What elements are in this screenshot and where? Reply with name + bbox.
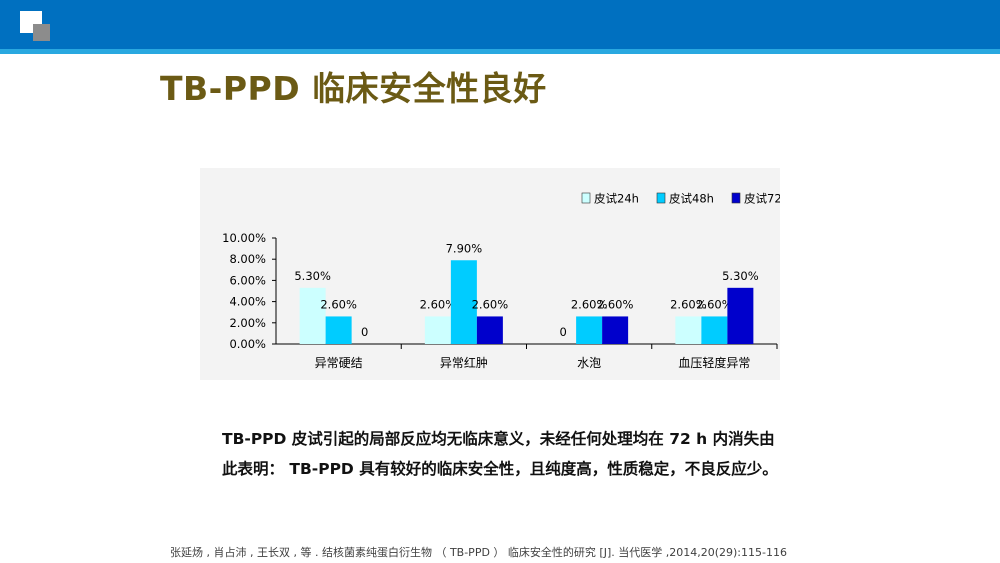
x-tick-label: 异常红肿 xyxy=(440,355,488,370)
bar xyxy=(476,316,503,344)
y-tick-label: 6.00% xyxy=(229,273,266,287)
bar xyxy=(602,316,629,344)
bar xyxy=(325,316,352,344)
data-label: 2.60% xyxy=(420,297,457,311)
data-label: 7.90% xyxy=(446,241,483,255)
bar xyxy=(450,260,477,344)
bar xyxy=(727,287,754,344)
y-tick-label: 10.00% xyxy=(222,231,266,245)
logo-square-gray xyxy=(33,24,50,41)
y-tick-label: 8.00% xyxy=(229,252,266,266)
x-tick-label: 异常硬结 xyxy=(315,356,363,370)
legend-swatch xyxy=(656,192,666,204)
bar xyxy=(299,287,326,344)
bar xyxy=(701,316,728,344)
bar xyxy=(675,316,702,344)
data-label: 2.60% xyxy=(472,297,509,311)
data-label: 2.60% xyxy=(320,297,357,311)
data-label: 2.60% xyxy=(670,297,707,311)
legend-swatch xyxy=(731,192,741,204)
slide-title: TB-PPD 临床安全性良好 xyxy=(160,69,547,108)
data-label: 5.30% xyxy=(294,269,331,283)
data-label: 0 xyxy=(559,325,566,339)
bar-chart: 0.00% 2.00% 4.00% 6.00% 8.00% 10.00% 异常硬结 5.30%… xyxy=(200,168,780,380)
y-tick-label: 2.00% xyxy=(229,316,266,330)
data-label: 2.60% xyxy=(597,297,634,311)
legend-label: 皮试24h xyxy=(594,192,639,206)
bar-chart-svg: 0.00% 2.00% 4.00% 6.00% 8.00% 10.00% 异常硬结 5.30%… xyxy=(222,192,780,371)
header-accent-stripe xyxy=(0,49,1000,54)
data-label: 2.60% xyxy=(571,297,608,311)
legend-swatch xyxy=(581,192,591,204)
x-tick-label: 血压轻度异常 xyxy=(678,355,750,370)
data-label: 0 xyxy=(361,325,368,339)
data-label: 2.60% xyxy=(696,297,733,311)
header-bar xyxy=(0,0,1000,54)
data-label: 5.30% xyxy=(722,269,759,283)
legend-label: 皮试72h xyxy=(744,192,780,206)
y-tick-label: 0.00% xyxy=(229,337,266,351)
x-tick-label: 水泡 xyxy=(577,356,601,370)
bar xyxy=(576,316,603,344)
reference-citation: 张延炀 , 肖占沛 , 王长双 , 等 . 结核菌素纯蛋白衍生物 （ TB-PP… xyxy=(170,546,787,559)
legend-label: 皮试48h xyxy=(669,192,714,206)
y-tick-label: 4.00% xyxy=(229,295,266,309)
summary-text: TB-PPD 皮试引起的局部反应均无临床意义，未经任何处理均在 72 h 内消失… xyxy=(222,430,778,478)
bar xyxy=(424,316,451,344)
